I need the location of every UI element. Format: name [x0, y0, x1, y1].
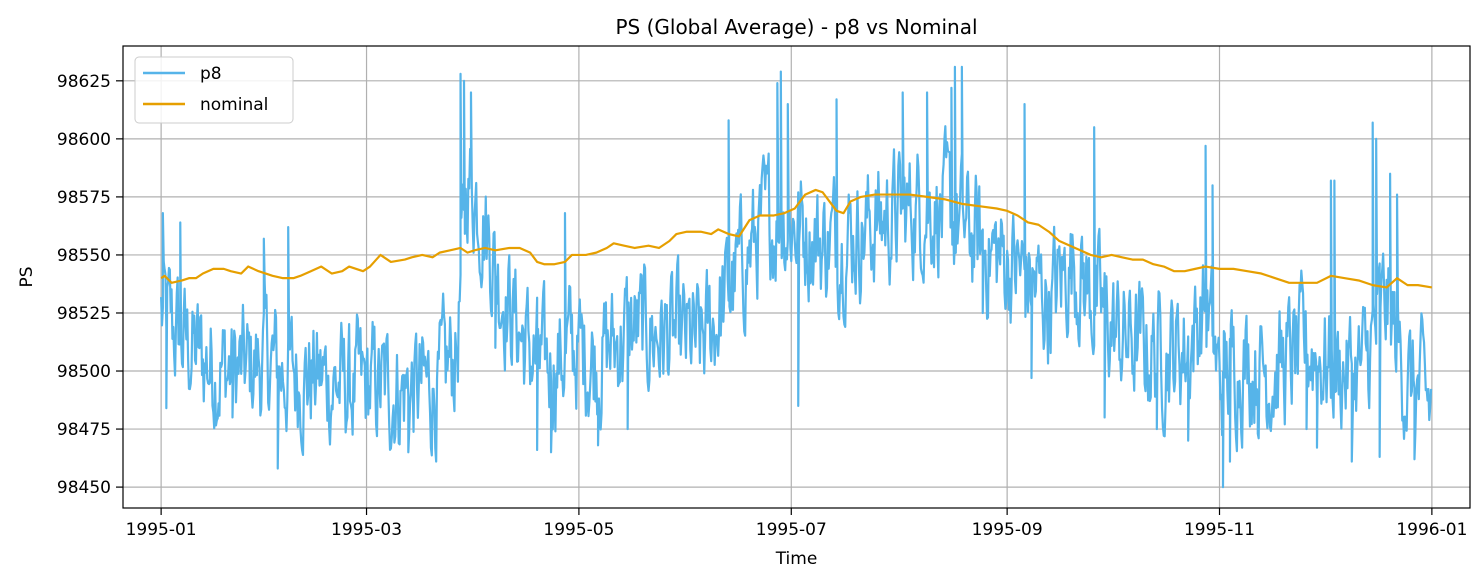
legend-label-nominal: nominal: [200, 95, 268, 115]
axis-ticks: 1995-01 1995-03 1995-05 1995-07 1995-09 1995-…: [57, 72, 1467, 540]
y-tick-label: 98600: [57, 130, 111, 150]
y-tick-label: 98500: [57, 362, 111, 382]
series-line-p8: [160, 65, 1433, 489]
y-tick-label: 98475: [57, 420, 111, 440]
x-axis-title: Time: [775, 549, 818, 569]
x-tick-label: 1995-01: [126, 520, 197, 540]
y-tick-label: 98525: [57, 304, 111, 324]
series-layer: [160, 65, 1433, 489]
x-tick-label: 1995-05: [543, 520, 614, 540]
x-tick-label: 1995-11: [1184, 520, 1255, 540]
y-tick-label: 98550: [57, 246, 111, 266]
x-tick-label: 1995-07: [756, 520, 827, 540]
legend-label-p8: p8: [200, 64, 222, 84]
x-tick-label: 1996-01: [1396, 520, 1467, 540]
y-tick-label: 98450: [57, 478, 111, 498]
series-line-nominal: [160, 188, 1433, 289]
y-tick-label: 98625: [57, 72, 111, 92]
chart-title: PS (Global Average) - p8 vs Nominal: [615, 15, 977, 39]
y-axis-title: PS: [17, 266, 37, 287]
plot-area: [123, 46, 1470, 508]
y-tick-label: 98575: [57, 188, 111, 208]
legend: p8 nominal: [134, 56, 294, 124]
plot-frame: [122, 45, 1471, 509]
x-tick-label: 1995-03: [331, 520, 402, 540]
x-tick-label: 1995-09: [972, 520, 1043, 540]
